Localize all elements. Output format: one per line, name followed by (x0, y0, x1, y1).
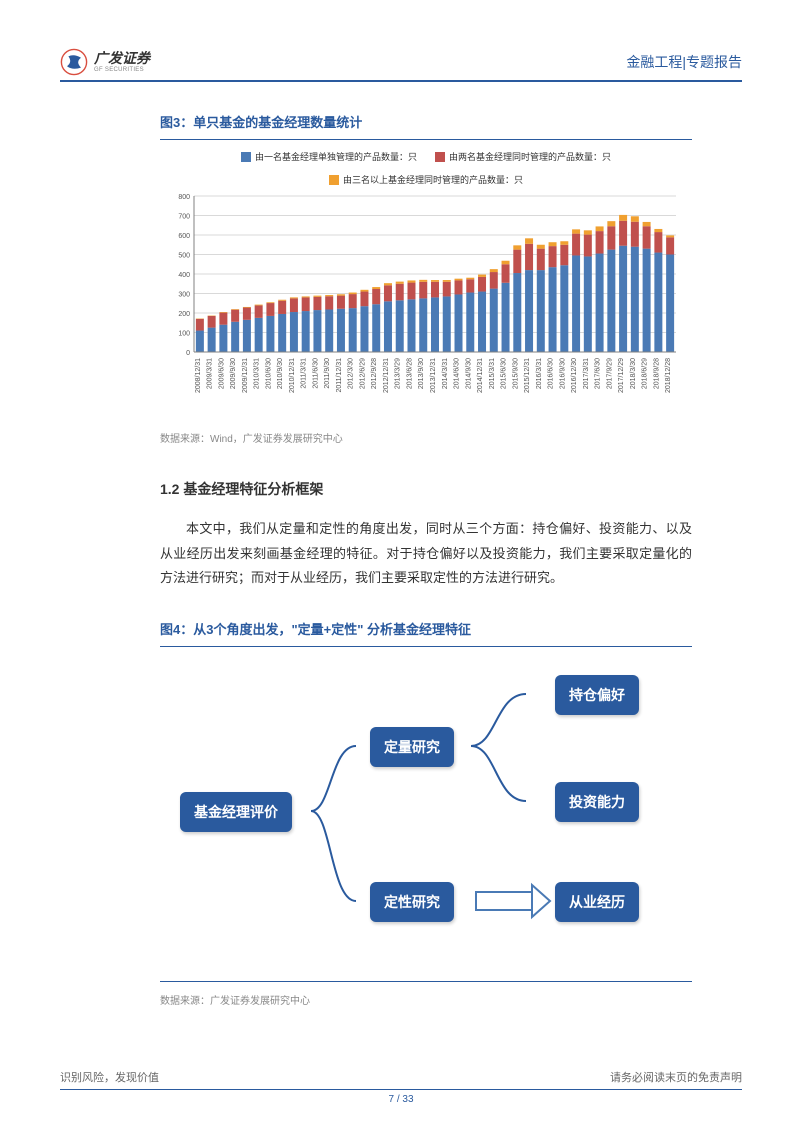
node-exp: 从业经历 (555, 882, 639, 922)
svg-text:500: 500 (178, 253, 190, 260)
svg-text:2018/6/29: 2018/6/29 (642, 358, 649, 389)
node-quant: 定量研究 (370, 727, 454, 767)
svg-text:2018/9/28: 2018/9/28 (653, 358, 660, 389)
node-pref: 持仓偏好 (555, 675, 639, 715)
svg-text:2011/3/31: 2011/3/31 (301, 358, 308, 389)
legend-swatch (241, 152, 251, 162)
svg-text:2011/12/31: 2011/12/31 (336, 358, 343, 393)
node-root: 基金经理评价 (180, 792, 292, 832)
svg-text:2017/6/30: 2017/6/30 (595, 358, 602, 389)
svg-text:400: 400 (178, 272, 190, 279)
page-footer: 识别风险，发现价值 请务必阅读末页的免责声明 7 / 33 (0, 1069, 802, 1105)
fig4-source: 数据来源：广发证券发展研究中心 (160, 992, 692, 1007)
svg-text:2014/9/30: 2014/9/30 (465, 358, 472, 389)
fig3-chart: 0 100 200 300 400 500 600 700 800 2008/12/31 2009/… (160, 192, 692, 422)
svg-text:2015/9/30: 2015/9/30 (512, 358, 519, 389)
svg-text:2016/12/30: 2016/12/30 (571, 358, 578, 393)
svg-text:2017/3/31: 2017/3/31 (583, 358, 590, 389)
page-header: 广发证券 GF SECURITIES 金融工程|专题报告 (60, 48, 742, 82)
legend-swatch (435, 152, 445, 162)
svg-text:2010/3/31: 2010/3/31 (254, 358, 261, 389)
svg-text:2010/9/30: 2010/9/30 (277, 358, 284, 389)
svg-text:2016/9/30: 2016/9/30 (559, 358, 566, 389)
svg-text:2009/12/31: 2009/12/31 (242, 358, 249, 393)
svg-text:800: 800 (178, 194, 190, 201)
svg-text:2018/12/28: 2018/12/28 (665, 358, 672, 393)
node-qual: 定性研究 (370, 882, 454, 922)
svg-text:700: 700 (178, 214, 190, 221)
svg-text:2008/12/31: 2008/12/31 (195, 358, 202, 393)
footer-page: 7 / 33 (60, 1094, 742, 1105)
footer-right: 请务必阅读末页的免责声明 (610, 1069, 742, 1085)
svg-text:2011/6/30: 2011/6/30 (312, 358, 319, 389)
node-ability: 投资能力 (555, 782, 639, 822)
svg-text:2018/3/30: 2018/3/30 (630, 358, 637, 389)
svg-text:2017/12/29: 2017/12/29 (618, 358, 625, 393)
logo-text-en: GF SECURITIES (94, 67, 150, 73)
svg-text:600: 600 (178, 233, 190, 240)
legend-label: 由一名基金经理单独管理的产品数量：只 (255, 150, 417, 163)
svg-text:2013/9/30: 2013/9/30 (418, 358, 425, 389)
svg-text:2016/3/31: 2016/3/31 (536, 358, 543, 389)
fig4-rule (160, 646, 692, 647)
svg-text:2012/12/31: 2012/12/31 (383, 358, 390, 393)
legend-item: 由两名基金经理同时管理的产品数量：只 (435, 150, 611, 163)
fig4-diagram: 基金经理评价 定量研究 定性研究 持仓偏好 投资能力 从业经历 (160, 657, 692, 977)
svg-text:2009/3/31: 2009/3/31 (207, 358, 214, 389)
fig3-source: 数据来源：Wind，广发证券发展研究中心 (160, 430, 692, 445)
fig3-legend: 由一名基金经理单独管理的产品数量：只 由两名基金经理同时管理的产品数量：只由三名以… (160, 150, 692, 186)
section-body: 本文中，我们从定量和定性的角度出发，同时从三个方面：持仓偏好、投资能力、以及从业… (160, 517, 692, 591)
svg-text:0: 0 (186, 350, 190, 357)
logo-text-cn: 广发证券 (94, 51, 150, 65)
section-title: 1.2 基金经理特征分析框架 (160, 479, 692, 499)
svg-text:2013/6/28: 2013/6/28 (406, 358, 413, 389)
legend-label: 由两名基金经理同时管理的产品数量：只 (449, 150, 611, 163)
fig4-title: 图4：从3个角度出发，"定量+定性" 分析基金经理特征 (160, 619, 692, 638)
svg-text:2015/12/31: 2015/12/31 (524, 358, 531, 393)
svg-text:200: 200 (178, 311, 190, 318)
svg-text:2010/6/30: 2010/6/30 (265, 358, 272, 389)
legend-item: 由一名基金经理单独管理的产品数量：只 (241, 150, 417, 163)
legend-item: 由三名以上基金经理同时管理的产品数量：只 (329, 173, 523, 186)
svg-text:2014/12/31: 2014/12/31 (477, 358, 484, 393)
svg-text:2014/6/30: 2014/6/30 (454, 358, 461, 389)
footer-left: 识别风险，发现价值 (60, 1069, 159, 1085)
header-category: 金融工程|专题报告 (626, 52, 742, 72)
fig4-rule-bottom (160, 981, 692, 982)
svg-text:2012/6/29: 2012/6/29 (359, 358, 366, 389)
svg-text:2016/6/30: 2016/6/30 (548, 358, 555, 389)
svg-text:2012/9/28: 2012/9/28 (371, 358, 378, 389)
svg-text:2013/12/31: 2013/12/31 (430, 358, 437, 393)
fig3-title: 图3：单只基金的基金经理数量统计 (160, 112, 692, 131)
svg-text:2014/3/31: 2014/3/31 (442, 358, 449, 389)
svg-text:2013/3/29: 2013/3/29 (395, 358, 402, 389)
logo-icon (60, 48, 88, 76)
svg-text:2009/9/30: 2009/9/30 (230, 358, 237, 389)
svg-text:2015/3/31: 2015/3/31 (489, 358, 496, 389)
svg-text:2015/6/30: 2015/6/30 (501, 358, 508, 389)
svg-text:2017/9/29: 2017/9/29 (606, 358, 613, 389)
fig3-rule (160, 139, 692, 140)
svg-text:2012/3/30: 2012/3/30 (348, 358, 355, 389)
svg-text:100: 100 (178, 331, 190, 338)
svg-text:2011/9/30: 2011/9/30 (324, 358, 331, 389)
svg-text:2009/6/30: 2009/6/30 (218, 358, 225, 389)
legend-swatch (329, 175, 339, 185)
logo: 广发证券 GF SECURITIES (60, 48, 150, 76)
legend-label: 由三名以上基金经理同时管理的产品数量：只 (343, 173, 523, 186)
svg-text:300: 300 (178, 292, 190, 299)
svg-text:2010/12/31: 2010/12/31 (289, 358, 296, 393)
